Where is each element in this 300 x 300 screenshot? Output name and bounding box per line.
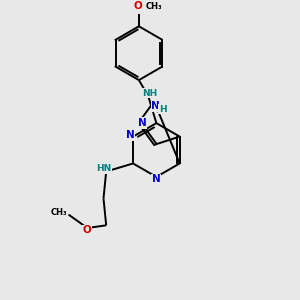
Text: O: O (134, 1, 142, 11)
Text: N: N (152, 174, 161, 184)
Text: N: N (152, 101, 160, 111)
Text: CH₃: CH₃ (50, 208, 67, 217)
Text: NH: NH (142, 89, 157, 98)
Text: CH₃: CH₃ (146, 2, 163, 11)
Text: N: N (126, 130, 135, 140)
Text: O: O (82, 225, 91, 235)
Text: H: H (159, 105, 167, 114)
Text: HN: HN (96, 164, 112, 173)
Text: N: N (138, 118, 147, 128)
